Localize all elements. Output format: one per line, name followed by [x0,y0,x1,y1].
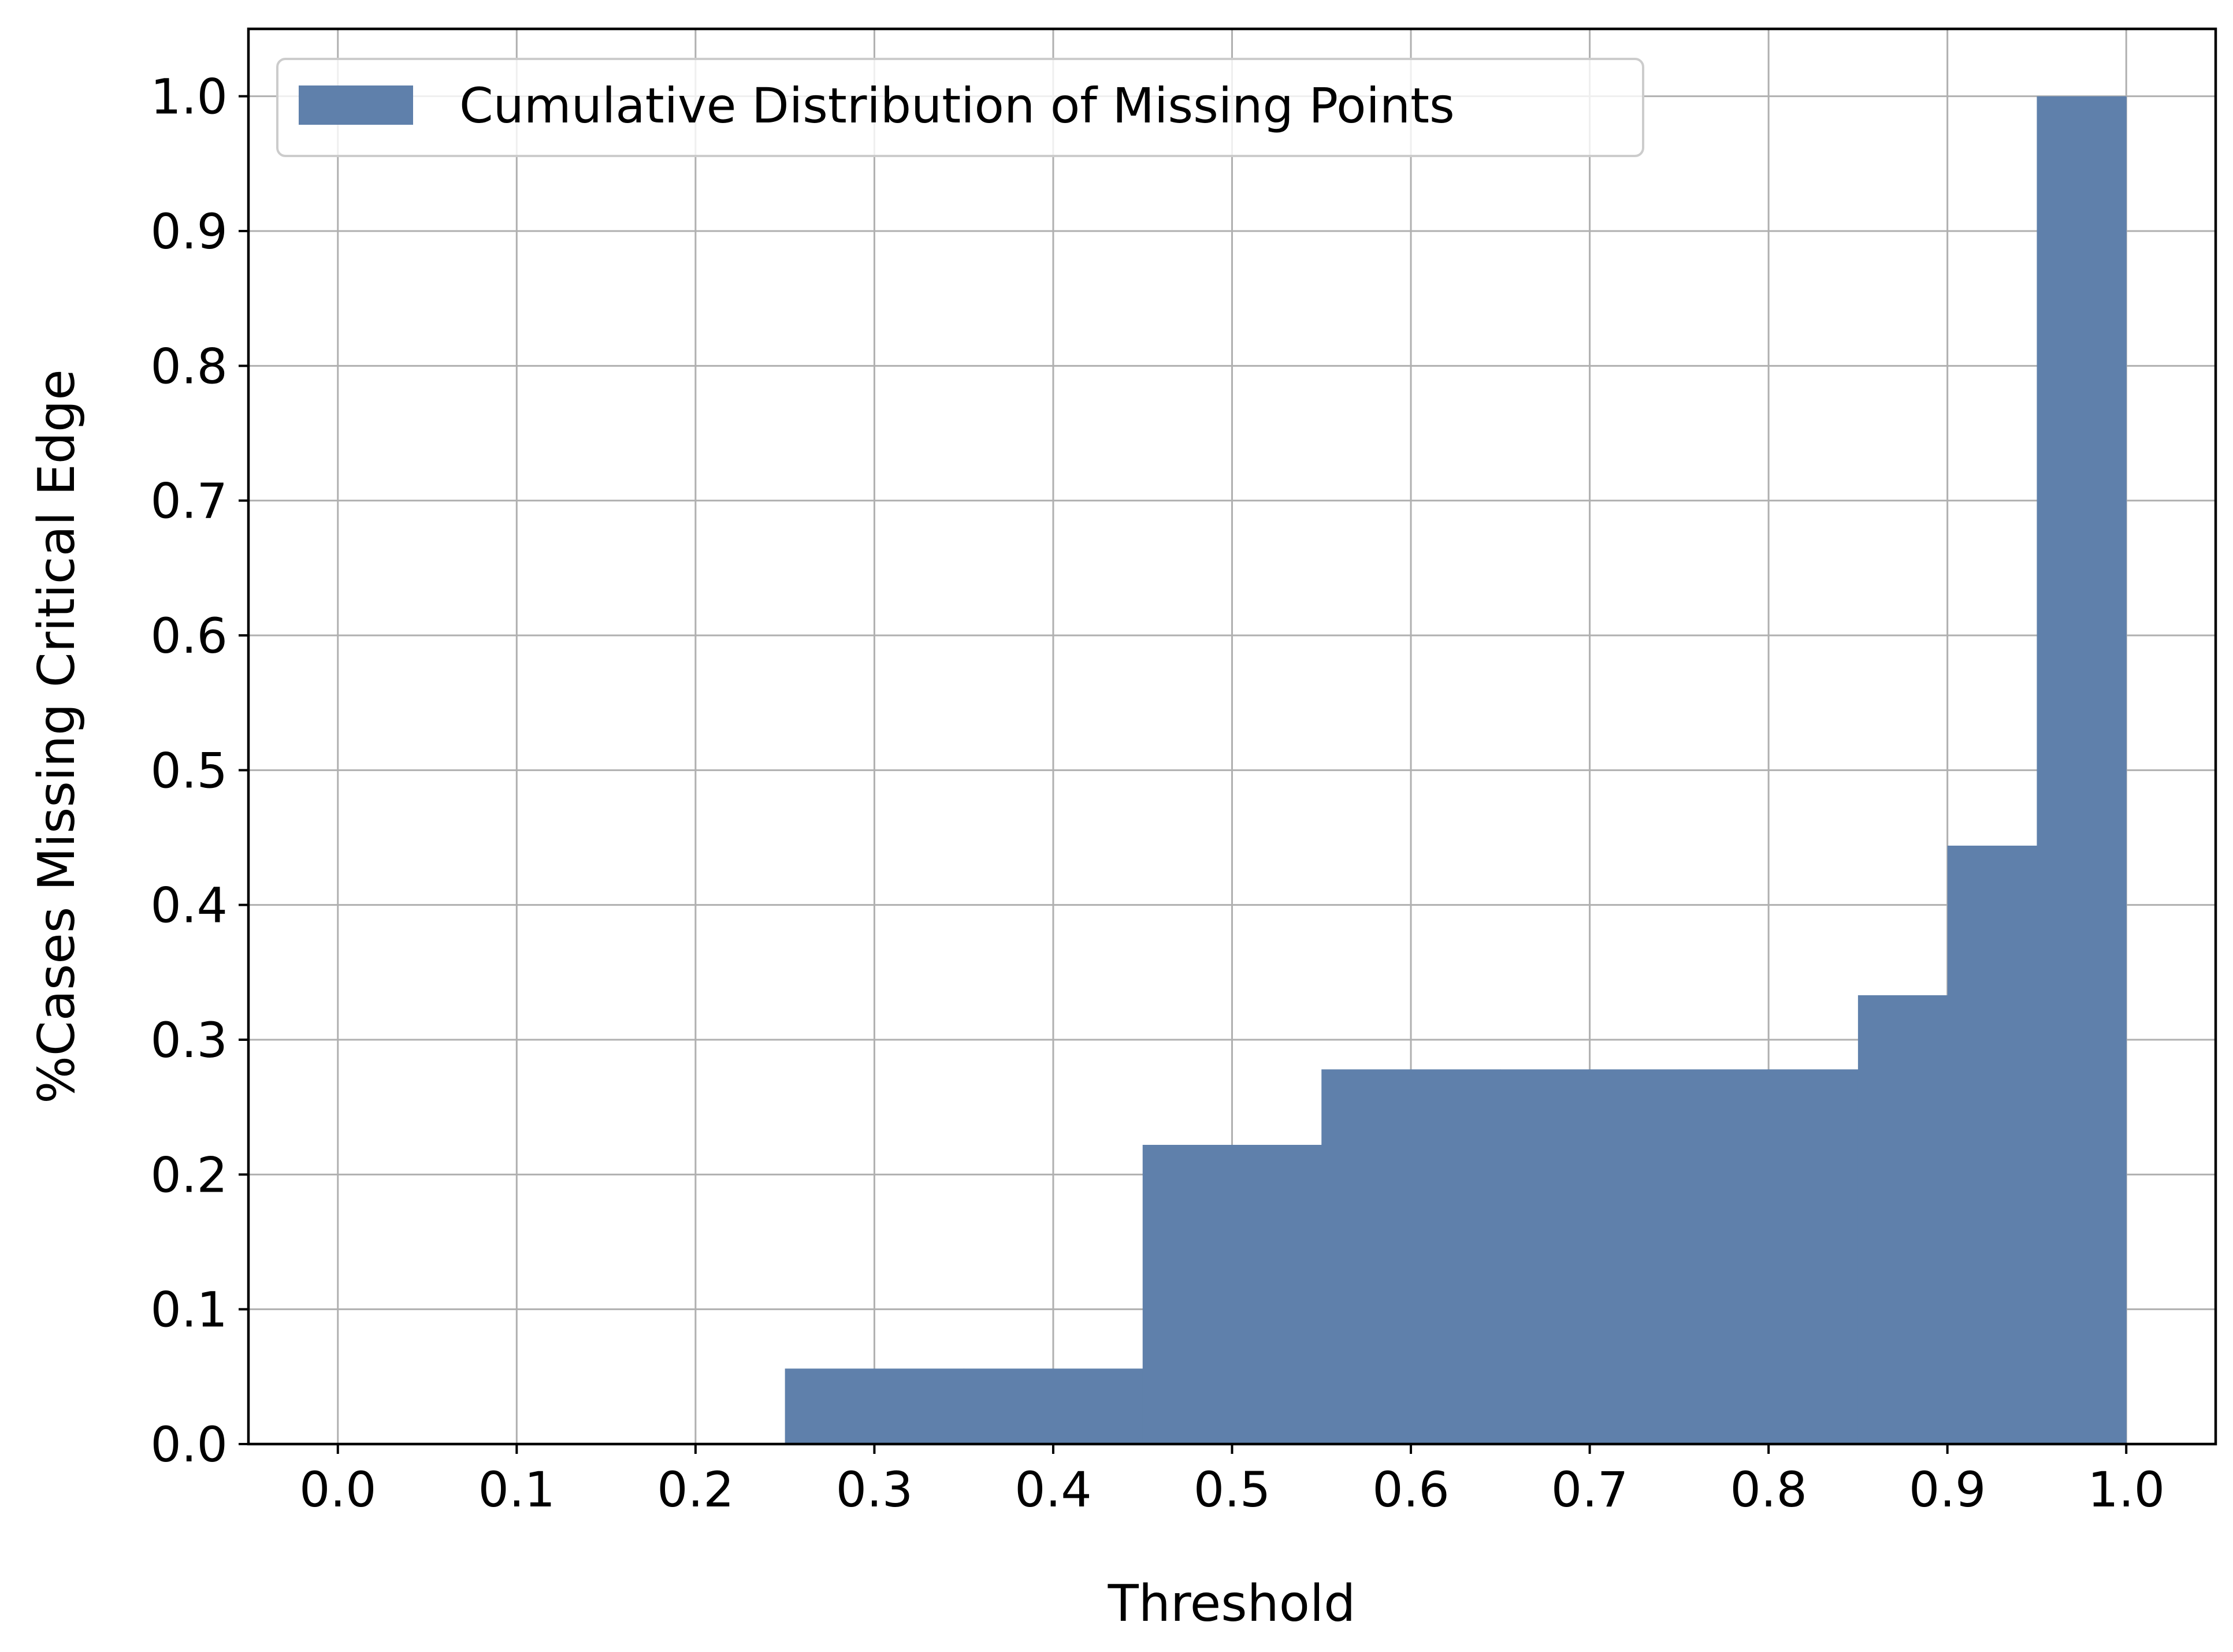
bar [1947,846,2038,1444]
legend-label: Cumulative Distribution of Missing Point… [459,77,1455,134]
y-tick-label: 0.9 [150,203,228,260]
y-tick-label: 1.0 [150,69,228,125]
y-axis: 0.0 0.1 0.2 0.3 0.4 0.5 0.6 0.7 0.8 0.9 1.0 [150,69,248,1473]
y-tick-label: 0.7 [150,473,228,530]
y-axis-title: %Cases Missing Critical Edge [27,369,86,1104]
bar [1679,1069,1859,1444]
x-tick-label: 0.1 [478,1461,556,1518]
x-axis-title: Threshold [1108,1574,1356,1633]
y-tick-label: 0.5 [150,742,228,799]
y-tick-label: 0.1 [150,1282,228,1338]
x-tick-label: 0.3 [836,1461,913,1518]
legend: Cumulative Distribution of Missing Point… [276,58,1644,157]
x-tick-label: 0.8 [1730,1461,1807,1518]
y-tick-label: 0.8 [150,338,228,395]
bar [1142,1145,1322,1444]
x-tick-label: 0.7 [1551,1461,1629,1518]
y-tick-label: 0.6 [150,608,228,664]
legend-swatch [299,85,413,125]
y-tick-label: 0.4 [150,877,228,934]
bar [785,1368,964,1444]
x-tick-label: 0.2 [657,1461,734,1518]
y-tick-label: 0.3 [150,1012,228,1069]
x-tick-label: 0.9 [1909,1461,1986,1518]
x-tick-label: 0.5 [1194,1461,1271,1518]
x-tick-label: 1.0 [2087,1461,2165,1518]
y-tick-label: 0.0 [150,1416,228,1473]
bar [1321,1069,1501,1444]
bar [1500,1069,1680,1444]
x-axis: 0.0 0.1 0.2 0.3 0.4 0.5 0.6 0.7 0.8 0.9 1.0 [299,1444,2165,1518]
bars [785,96,2127,1445]
bar [1857,995,1948,1444]
bar [964,1368,1143,1444]
x-tick-label: 0.6 [1372,1461,1450,1518]
y-tick-label: 0.2 [150,1147,228,1203]
x-tick-label: 0.4 [1015,1461,1092,1518]
legend-box [276,58,1644,157]
x-tick-label: 0.0 [299,1461,377,1518]
bar [2037,96,2127,1445]
